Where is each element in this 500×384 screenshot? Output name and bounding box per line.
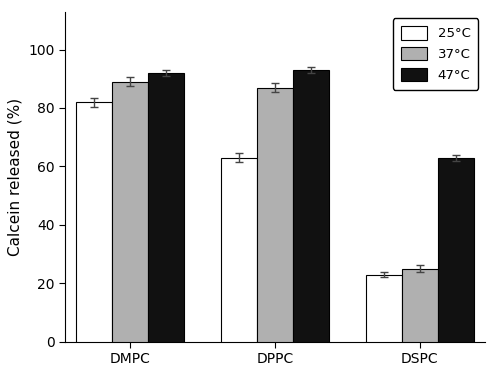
Bar bbox=[257, 88, 293, 342]
Bar bbox=[293, 70, 330, 342]
Legend: 25°C, 37°C, 47°C: 25°C, 37°C, 47°C bbox=[393, 18, 478, 90]
Bar bbox=[402, 269, 438, 342]
Bar bbox=[366, 275, 402, 342]
Bar bbox=[76, 102, 112, 342]
Bar bbox=[112, 82, 148, 342]
Y-axis label: Calcein released (%): Calcein released (%) bbox=[8, 98, 22, 256]
Bar bbox=[148, 73, 184, 342]
Bar bbox=[220, 158, 257, 342]
Bar bbox=[438, 158, 474, 342]
